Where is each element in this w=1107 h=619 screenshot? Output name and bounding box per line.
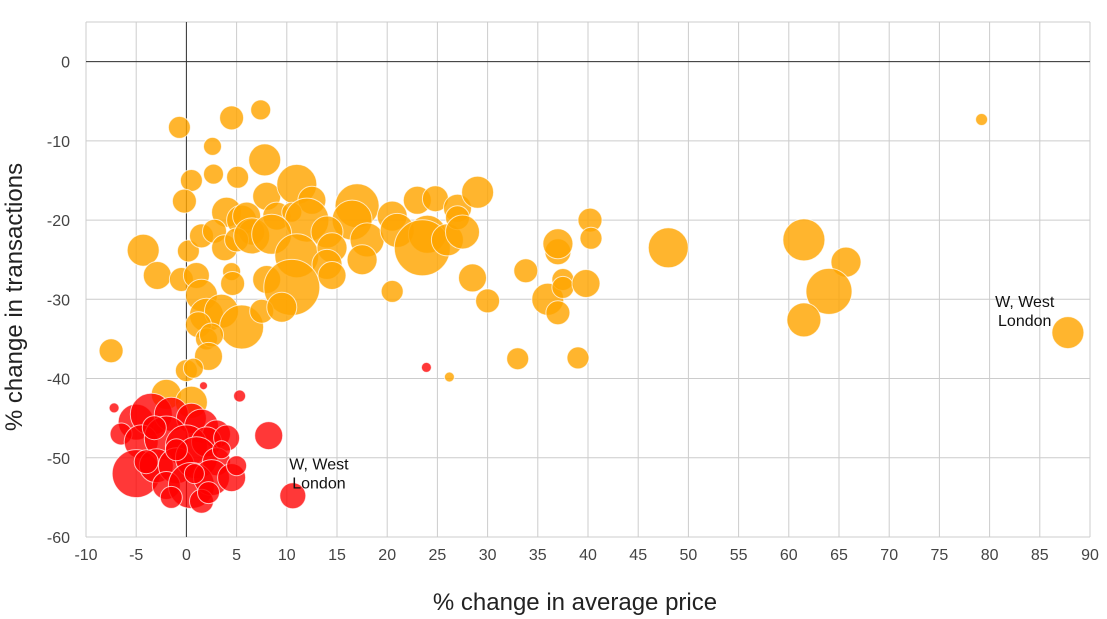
annotation-label: W, West London — [995, 294, 1055, 330]
orange-bubble — [182, 357, 204, 379]
x-tick-label: 40 — [579, 547, 597, 564]
x-axis-title: % change in average price — [433, 589, 717, 616]
y-tick-label: -50 — [47, 451, 70, 468]
x-tick-label: 30 — [479, 547, 497, 564]
annotation-label: W, West London — [289, 457, 349, 493]
x-tick-label: 45 — [629, 547, 647, 564]
orange-bubble — [171, 188, 197, 214]
x-tick-label: 55 — [730, 547, 748, 564]
orange-bubble — [579, 226, 603, 250]
orange-bubble — [179, 169, 203, 192]
orange-bubble — [506, 347, 530, 371]
x-tick-label: 35 — [529, 547, 547, 564]
x-tick-label: -5 — [129, 547, 143, 564]
red-bubble — [133, 449, 159, 475]
orange-bubble — [461, 175, 495, 209]
orange-bubble — [647, 227, 689, 269]
x-tick-label: 20 — [378, 547, 396, 564]
orange-bubble — [782, 218, 826, 262]
orange-bubble — [203, 136, 222, 156]
y-tick-label: -60 — [47, 530, 70, 547]
red-bubble — [108, 402, 120, 414]
annotation-layer: W, West London W, West London — [289, 294, 1055, 492]
y-tick-label: -40 — [47, 372, 70, 389]
y-tick-label: -10 — [47, 134, 70, 151]
orange-bubble — [545, 300, 571, 326]
orange-bubble — [346, 244, 378, 276]
red-bubble — [279, 482, 307, 510]
orange-bubble — [551, 275, 575, 299]
orange-bubble — [458, 263, 487, 293]
red-bubble — [199, 381, 208, 391]
red-bubble — [212, 440, 231, 460]
red-bubble — [159, 485, 183, 509]
orange-bubble — [226, 165, 250, 189]
orange-bubble — [571, 269, 601, 298]
annotation-line: London — [292, 476, 345, 493]
x-tick-label: 25 — [429, 547, 447, 564]
x-tick-label: 85 — [1031, 547, 1049, 564]
x-tick-label: 80 — [981, 547, 999, 564]
y-tick-label: 0 — [61, 55, 70, 72]
orange-bubble — [475, 288, 501, 314]
orange-bubble — [250, 99, 272, 121]
orange-bubble — [248, 143, 282, 177]
orange-bubble — [566, 346, 590, 370]
orange-bubble — [266, 291, 298, 323]
orange-bubble — [513, 258, 539, 284]
x-tick-label: 65 — [830, 547, 848, 564]
red-bubble — [420, 361, 432, 373]
annotation-line: W, West — [995, 294, 1055, 311]
orange-bubble — [142, 261, 172, 290]
x-tick-label: 90 — [1081, 547, 1099, 564]
x-tick-label: 75 — [931, 547, 949, 564]
orange-bubble — [98, 338, 124, 364]
red-bubble — [183, 463, 205, 485]
red-bubble — [233, 389, 247, 403]
orange-bubble — [220, 271, 246, 296]
red-bubble — [226, 455, 248, 477]
x-tick-label: 0 — [182, 547, 191, 564]
orange-bubble — [443, 371, 455, 383]
orange-bubble — [445, 214, 480, 250]
orange-bubble — [219, 105, 245, 131]
annotation-line: London — [998, 313, 1051, 330]
tick-layer: -10 -5 0 5 10 15 20 25 30 35 40 45 50 55 60 65 70 75 80 85 9… — [47, 55, 1099, 564]
annotation-line: W, West — [289, 457, 349, 474]
orange-bubble — [380, 279, 404, 303]
orange-bubble — [805, 267, 853, 315]
red-bubble — [141, 415, 167, 441]
y-axis-title: % change in transactions — [1, 163, 28, 431]
x-tick-label: 60 — [780, 547, 798, 564]
orange-bubble — [786, 302, 822, 338]
x-tick-label: 50 — [680, 547, 698, 564]
x-tick-label: 10 — [278, 547, 296, 564]
orange-bubble — [167, 115, 191, 139]
red-bubble — [197, 481, 220, 505]
orange-bubble — [126, 233, 160, 267]
orange-bubble — [975, 113, 989, 126]
red-bubble — [254, 421, 284, 451]
orange-bubble — [203, 163, 224, 185]
x-tick-label: -10 — [74, 547, 97, 564]
bubble-layer — [98, 99, 1085, 514]
x-tick-label: 70 — [880, 547, 898, 564]
red-bubble — [164, 438, 188, 462]
x-tick-label: 15 — [328, 547, 346, 564]
y-tick-label: -30 — [47, 292, 70, 309]
orange-bubble — [542, 228, 574, 260]
x-tick-label: 5 — [232, 547, 241, 564]
orange-bubble — [317, 261, 347, 290]
orange-bubble — [1051, 316, 1085, 350]
y-tick-label: -20 — [47, 213, 70, 230]
